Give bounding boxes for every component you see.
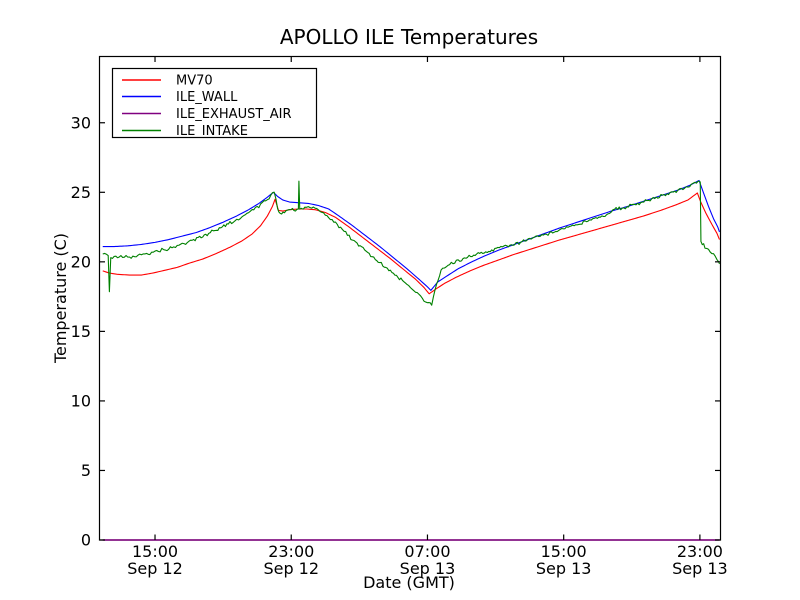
x-tick-date-label: Sep 13 (536, 559, 592, 578)
x-tick-time-label: 23:00 (268, 542, 314, 561)
legend-label-ile-exhaust-air: ILE_EXHAUST_AIR (176, 107, 292, 122)
y-tick-label: 5 (81, 461, 91, 480)
x-tick-time-label: 23:00 (677, 542, 723, 561)
series-layer (102, 179, 721, 541)
legend-item-ile-exhaust-air: ILE_EXHAUST_AIR (122, 107, 292, 122)
legend-label-mv70: MV70 (176, 74, 213, 89)
x-tick-date-label: Sep 12 (263, 559, 319, 578)
x-tick-time-label: 15:00 (132, 542, 178, 561)
legend: MV70 ILE_WALL ILE_EXHAUST_AIR ILE_INTAKE (111, 67, 318, 139)
y-axis-label: Temperature (C) (51, 233, 70, 364)
y-tick-label: 20 (71, 252, 91, 271)
y-tick-label: 10 (71, 391, 91, 410)
legend-item-ile-wall: ILE_WALL (122, 90, 238, 105)
legend-label-ile-intake: ILE_INTAKE (176, 124, 248, 139)
x-tick-time-label: 15:00 (541, 542, 587, 561)
series-line-ile_intake (102, 180, 720, 306)
y-tick-label: 15 (71, 322, 91, 341)
legend-item-ile-intake: ILE_INTAKE (122, 124, 248, 139)
x-tick-date-label: Sep 13 (400, 559, 456, 578)
legend-label-ile-wall: ILE_WALL (176, 90, 238, 105)
chart-title: APOLLO ILE Temperatures (280, 25, 538, 49)
x-tick-date-label: Sep 13 (672, 559, 728, 578)
legend-item-mv70: MV70 (122, 74, 213, 89)
series-line-ile_wall (102, 179, 721, 291)
y-tick-label: 0 (81, 531, 91, 550)
x-tick-time-label: 07:00 (404, 542, 450, 561)
series-line-mv70 (102, 192, 720, 295)
y-tick-label: 25 (71, 183, 91, 202)
y-tick-label: 30 (71, 113, 91, 132)
x-axis-label: Date (GMT) (363, 573, 455, 592)
x-tick-date-label: Sep 12 (127, 559, 183, 578)
